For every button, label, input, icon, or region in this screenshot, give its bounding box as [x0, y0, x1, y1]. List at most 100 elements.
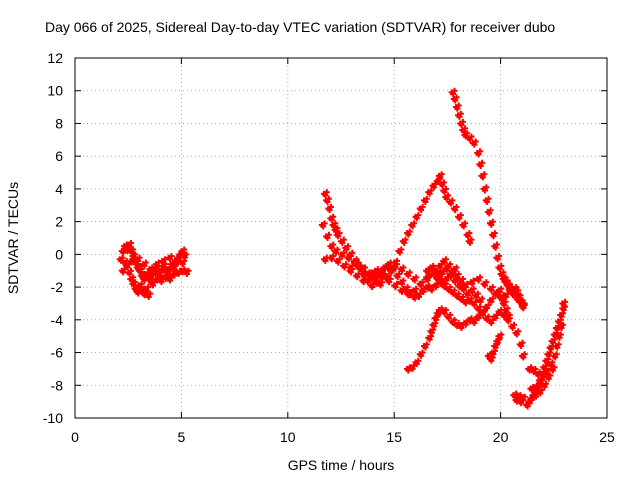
data-point-trace [145, 293, 152, 300]
data-point-trace [520, 305, 527, 312]
data-point-trace [521, 302, 528, 309]
data-point-trace [343, 246, 350, 253]
data-point-trace [462, 284, 469, 291]
data-point-trace [469, 280, 476, 287]
data-point-trace [413, 285, 420, 292]
data-point-trace [440, 179, 447, 186]
data-point-trace [173, 261, 180, 268]
data-point-trace [150, 272, 157, 279]
data-point-trace [406, 269, 413, 276]
data-point-trace [490, 351, 497, 358]
data-point-trace [138, 280, 145, 287]
data-point-trace [474, 290, 481, 297]
data-point-trace [422, 198, 429, 205]
data-point-trace [492, 344, 499, 351]
data-point-trace [428, 187, 435, 194]
data-point-trace [481, 187, 488, 194]
data-point-trace [471, 141, 478, 148]
data-point-trace [442, 185, 449, 192]
data-point-trace [536, 369, 543, 376]
data-point-trace [142, 259, 149, 266]
data-point-trace [405, 231, 412, 238]
data-point-trace [451, 316, 458, 323]
data-point-trace [479, 174, 486, 181]
data-point-trace [158, 279, 165, 286]
x-tick-label: 5 [178, 429, 186, 445]
data-point-trace [434, 267, 441, 274]
data-point-trace [475, 315, 482, 322]
data-point-trace [500, 269, 507, 276]
data-point-trace [488, 298, 495, 305]
data-point-trace [374, 266, 381, 273]
data-point-trace [489, 218, 496, 225]
data-point-trace [528, 387, 535, 394]
data-point-trace [439, 270, 446, 277]
data-point-trace [554, 344, 561, 351]
data-point-trace [455, 320, 462, 327]
data-point-trace [428, 329, 435, 336]
data-point-trace [386, 279, 393, 286]
data-point-trace [167, 267, 174, 274]
data-point-trace [171, 272, 178, 279]
data-point-trace [132, 279, 139, 286]
data-point-trace [419, 279, 426, 286]
data-point-trace [174, 257, 181, 264]
data-point-trace [167, 256, 174, 263]
data-point-trace [488, 221, 495, 228]
data-point-trace [558, 324, 565, 331]
data-point-trace [453, 203, 460, 210]
data-point-trace [453, 264, 460, 271]
data-point-trace [436, 274, 443, 281]
data-point-trace [185, 267, 192, 274]
data-point-trace [171, 266, 178, 273]
data-point-trace [345, 256, 352, 263]
data-point-trace [413, 274, 420, 281]
data-point-trace [518, 342, 525, 349]
data-point-trace [451, 287, 458, 294]
data-point-trace [506, 311, 513, 318]
data-point-trace [347, 266, 354, 273]
data-point-trace [136, 254, 143, 261]
data-point-trace [542, 380, 549, 387]
data-point-trace [413, 360, 420, 367]
data-point-trace [550, 367, 557, 374]
data-point-trace [547, 372, 554, 379]
data-point-trace [455, 290, 462, 297]
data-point-trace [349, 249, 356, 256]
data-point-trace [468, 315, 475, 322]
data-point-trace [130, 274, 137, 281]
data-point-trace [339, 252, 346, 259]
data-point-trace [537, 390, 544, 397]
data-point-trace [362, 264, 369, 271]
data-point-trace [167, 277, 174, 284]
data-point-trace [419, 349, 426, 356]
data-point-trace [489, 295, 496, 302]
data-point-trace [328, 244, 335, 251]
data-point-trace [400, 285, 407, 292]
data-point-trace [405, 272, 412, 279]
data-point-trace [485, 313, 492, 320]
data-point-trace [468, 133, 475, 140]
data-point-trace [494, 241, 501, 248]
data-point-trace [325, 231, 332, 238]
data-point-trace [437, 174, 444, 181]
data-point-trace [528, 364, 535, 371]
data-point-trace [479, 295, 486, 302]
data-point-trace [502, 298, 509, 305]
data-point-trace [475, 151, 482, 158]
data-point-trace [340, 236, 347, 243]
data-point-trace [347, 253, 354, 260]
data-point-trace [342, 261, 349, 268]
data-point-trace [128, 239, 134, 246]
data-point-trace [402, 236, 409, 243]
data-point-trace [374, 277, 381, 284]
data-point-trace [454, 274, 461, 281]
data-point-trace [400, 277, 407, 284]
data-point-trace [557, 331, 564, 338]
data-point-trace [428, 287, 435, 294]
data-point-trace [330, 253, 337, 260]
data-point-trace [333, 249, 340, 256]
data-point-trace [147, 267, 154, 274]
data-point-trace [551, 364, 558, 371]
